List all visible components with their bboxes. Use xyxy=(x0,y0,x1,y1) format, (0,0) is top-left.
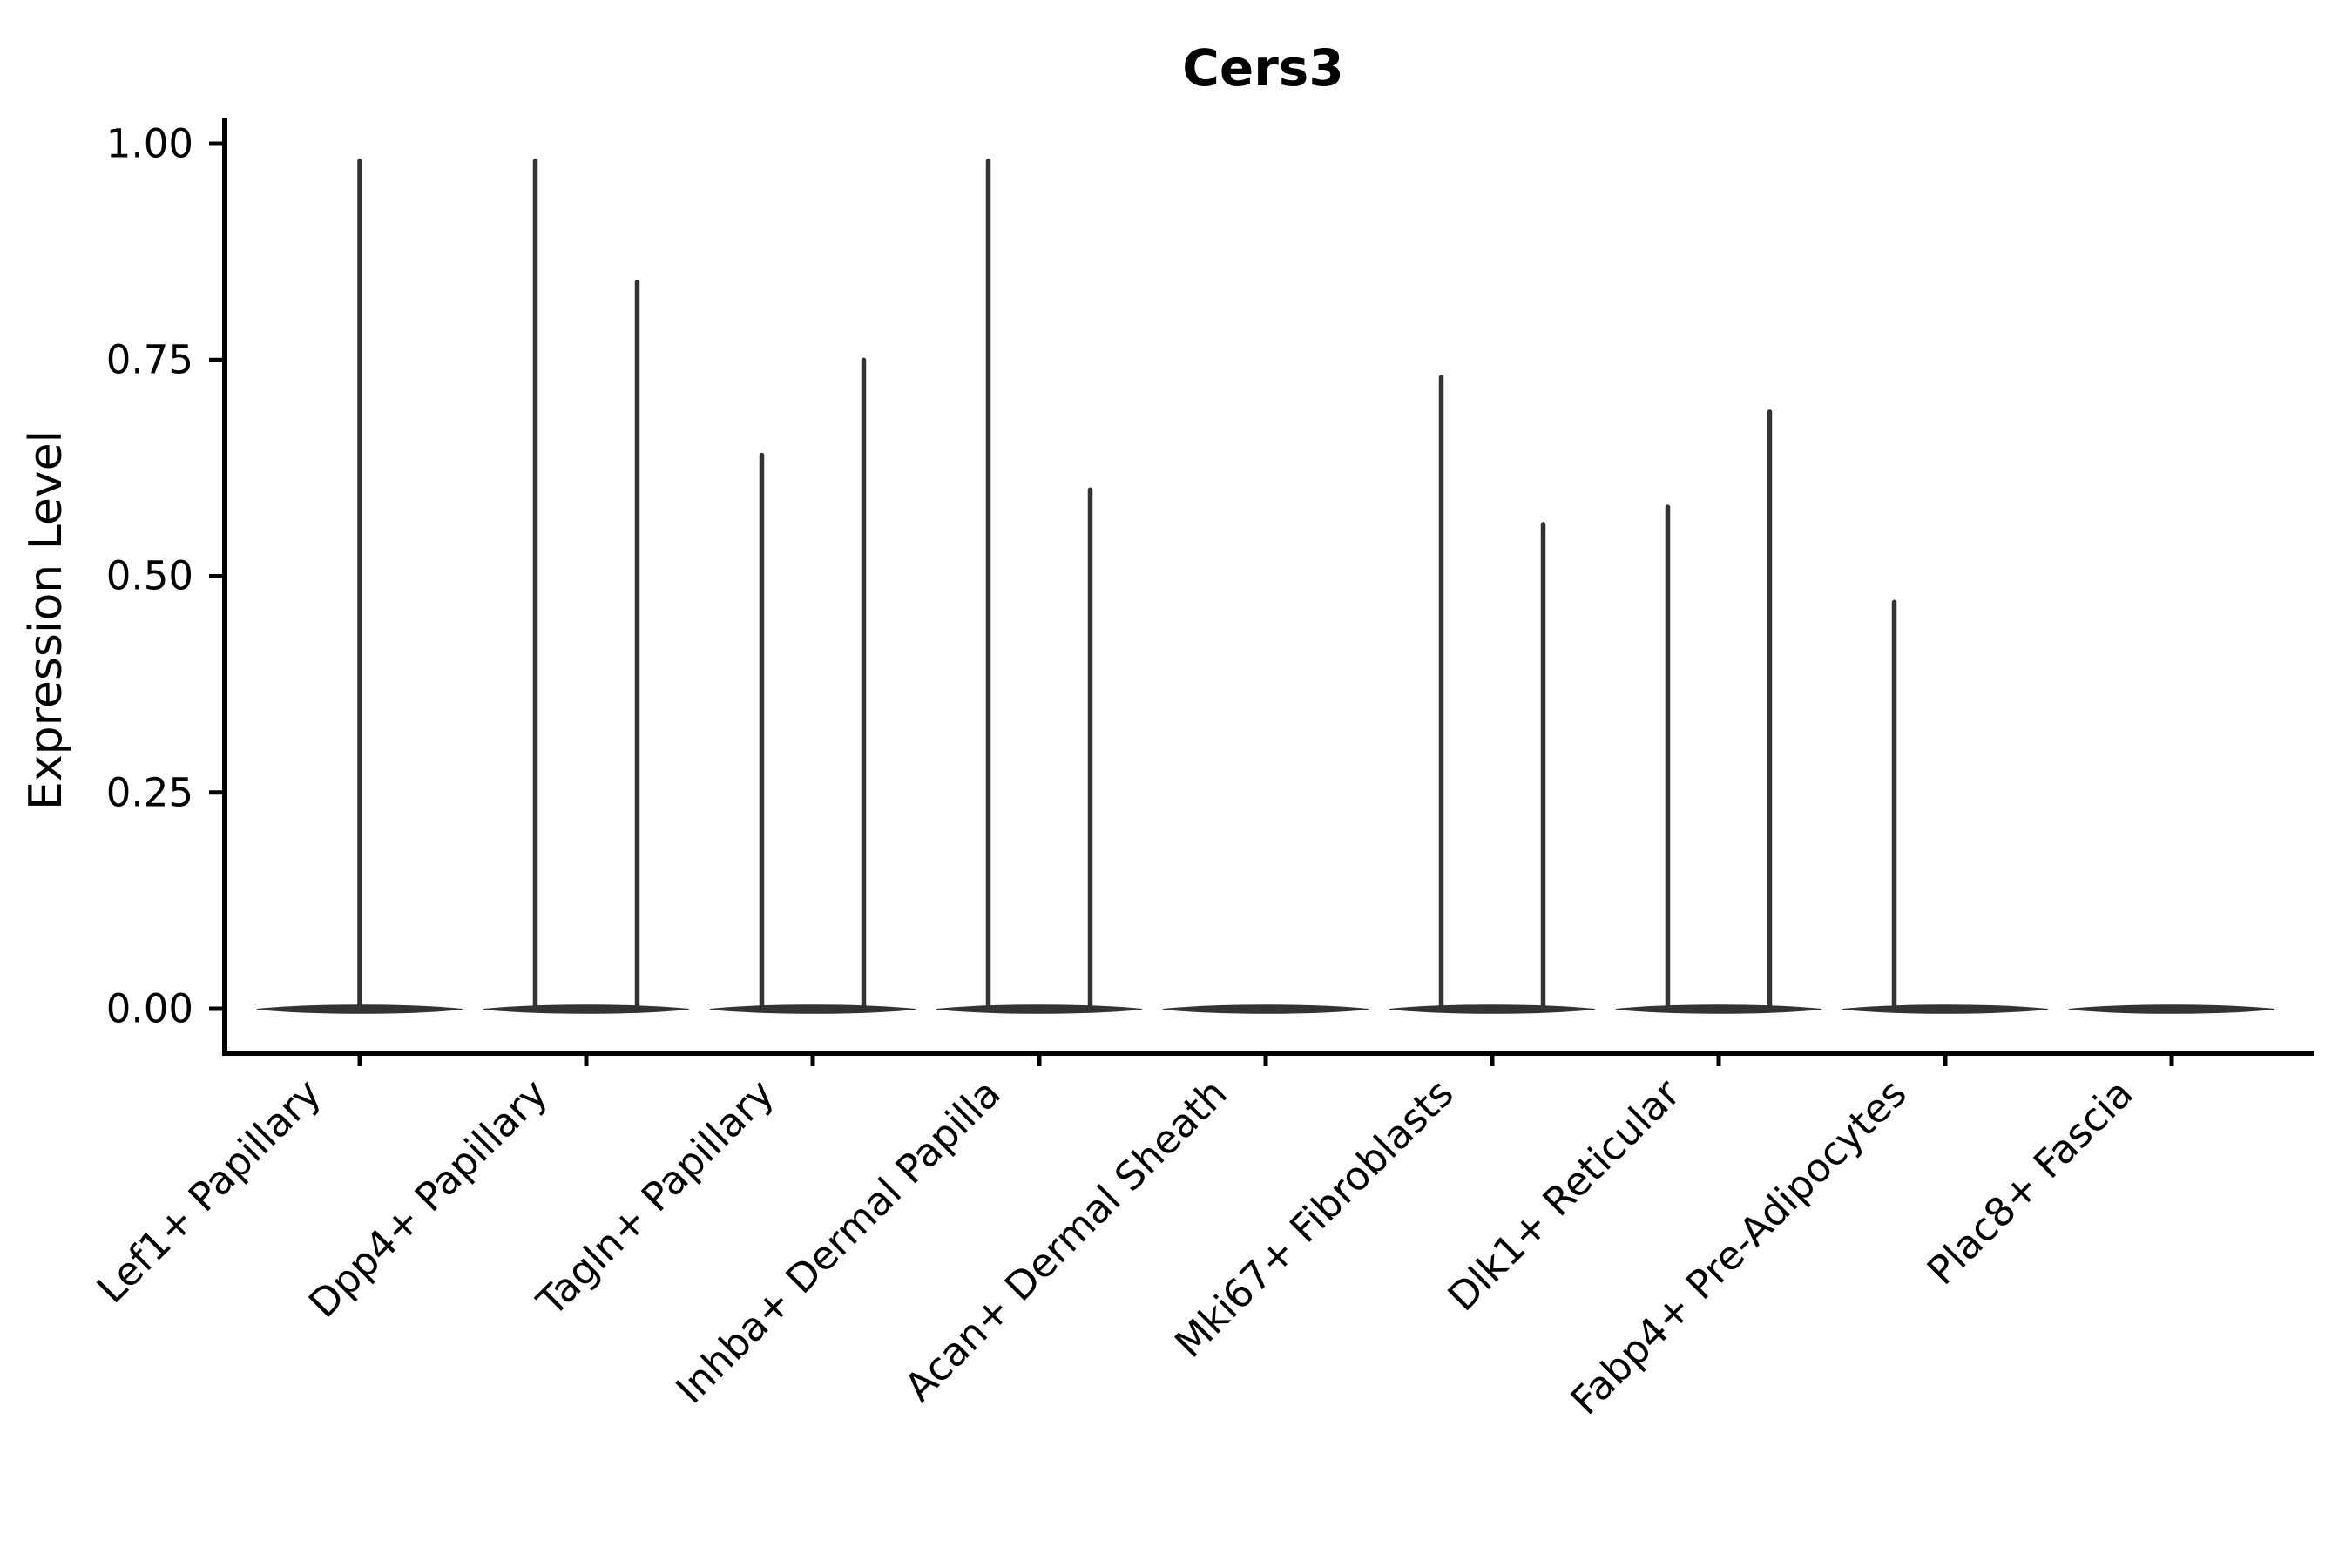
violin-base xyxy=(1615,1004,1822,1014)
y-tick-label: 0.50 xyxy=(106,553,193,599)
violin-base xyxy=(709,1004,916,1014)
violin-base xyxy=(1162,1004,1369,1014)
violin-base xyxy=(936,1004,1143,1014)
violin-base xyxy=(1842,1004,2049,1014)
violin-base xyxy=(1389,1004,1596,1014)
violin-base xyxy=(2068,1004,2275,1014)
y-tick-label: 0.25 xyxy=(106,770,193,816)
y-axis-label: Expression Level xyxy=(20,430,72,810)
y-tick-label: 0.00 xyxy=(106,986,193,1032)
x-tick-label: Dlk1+ Reticular xyxy=(1439,1070,1689,1320)
violin-base xyxy=(483,1004,690,1014)
y-tick-label: 1.00 xyxy=(106,121,193,167)
x-tick-label: Lef1+ Papillary xyxy=(88,1070,330,1312)
x-tick-label: Tagln+ Papillary xyxy=(528,1070,783,1325)
y-tick-label: 0.75 xyxy=(106,337,193,383)
x-tick-label: Plac8+ Fascia xyxy=(1918,1070,2142,1294)
x-tick-label: Dpp4+ Papillary xyxy=(300,1070,557,1327)
chart-title: Cers3 xyxy=(1182,38,1343,98)
y-axis-tick-labels: 1.00 0.75 0.50 0.25 0.00 xyxy=(106,121,193,1032)
